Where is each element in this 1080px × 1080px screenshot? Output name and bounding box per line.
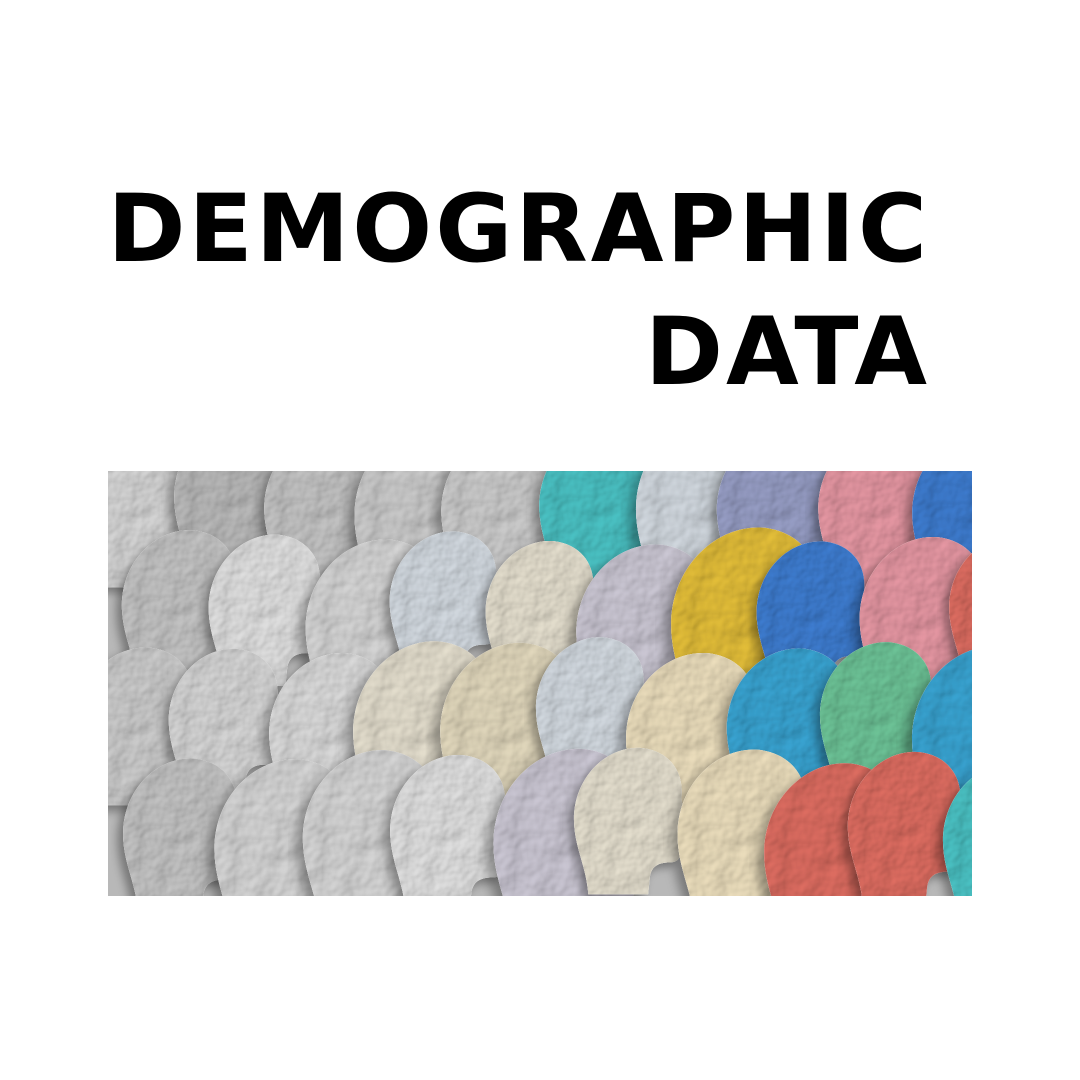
paper-head-silhouette	[535, 637, 654, 784]
paper-head-silhouette	[943, 778, 972, 896]
paper-head-silhouette	[573, 747, 692, 895]
paper-head-texture	[208, 534, 331, 686]
heads-svg	[108, 471, 972, 896]
paper-head-texture	[389, 531, 507, 676]
page-title: DEMOGRAPHIC DATA	[108, 168, 931, 414]
paper-head-silhouette	[389, 531, 507, 676]
title-line-2: DATA	[644, 298, 930, 408]
paper-head-texture	[949, 553, 972, 683]
paper-head-texture	[847, 752, 971, 896]
paper-head-silhouette	[208, 534, 331, 686]
paper-head-silhouette	[949, 553, 972, 683]
paper-head-texture	[573, 747, 692, 895]
paper-head-texture	[390, 755, 517, 896]
paper-head-texture	[535, 637, 654, 784]
paper-head-silhouette	[390, 755, 517, 896]
title-line-1: DEMOGRAPHIC	[107, 175, 930, 284]
paper-head-silhouette	[847, 752, 971, 896]
paper-head-texture	[943, 778, 972, 896]
crumpled-paper-heads-illustration	[108, 471, 972, 896]
